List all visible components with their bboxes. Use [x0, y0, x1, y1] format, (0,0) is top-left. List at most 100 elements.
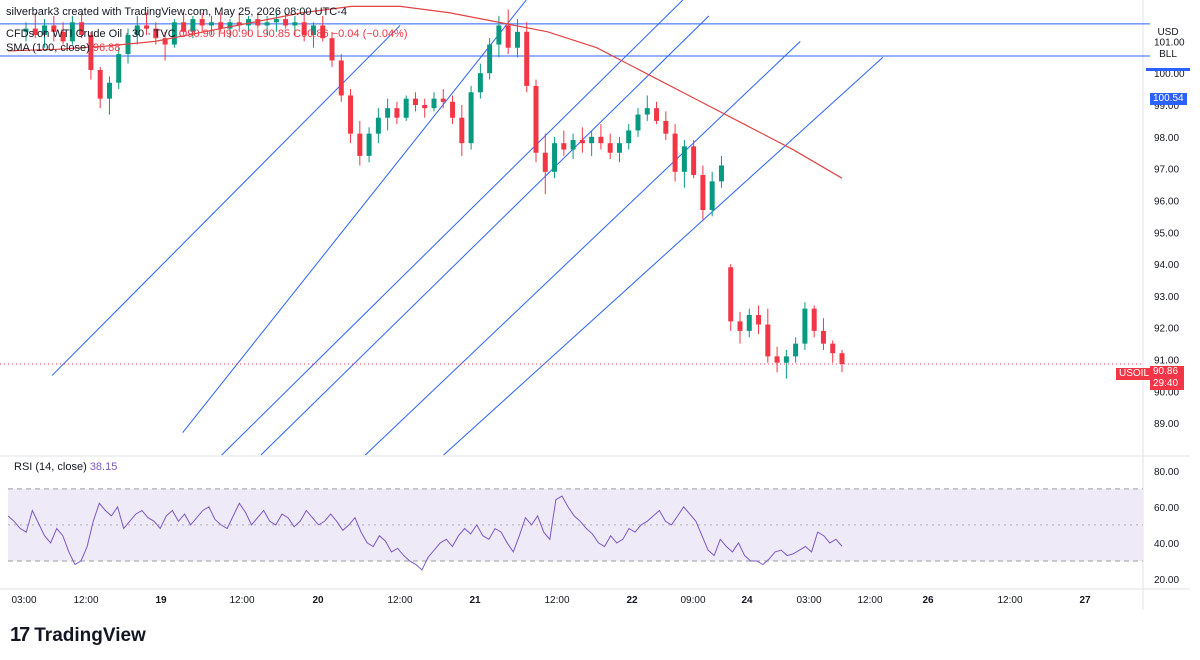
candle-body	[514, 31, 520, 48]
candle-body	[106, 82, 112, 99]
candle-body	[496, 25, 502, 45]
candle-body	[79, 22, 85, 35]
candle-body	[793, 343, 799, 357]
candle-body	[691, 146, 697, 175]
sma-legend[interactable]: SMA (100, close) 96.88	[6, 42, 120, 54]
candle-body	[552, 143, 558, 172]
time-tick-label: 12:00	[857, 595, 882, 606]
time-tick-label: 03:00	[11, 595, 36, 606]
currency-underline	[1146, 68, 1190, 71]
price-tick-label: 92.00	[1154, 324, 1179, 335]
candle-body	[218, 22, 224, 29]
candle-body	[505, 25, 511, 48]
trend-channel-line	[182, 0, 527, 434]
hline-price-tag: 100.54	[1150, 93, 1187, 105]
candle-body	[357, 133, 363, 156]
candle-body	[162, 38, 168, 45]
symbol-name: CFDs on WTI Crude Oil · 30 · TVC	[6, 28, 176, 40]
rsi-band	[8, 488, 1143, 561]
candle-body	[579, 140, 585, 144]
symbol-tag: USOIL	[1116, 368, 1153, 380]
candle-body	[69, 22, 75, 42]
trend-channel-line	[221, 0, 684, 456]
time-tick-label: 12:00	[229, 595, 254, 606]
last-price-tag: 90.86	[1150, 366, 1184, 378]
price-tick-label: 94.00	[1154, 260, 1179, 271]
candle-body	[644, 108, 650, 115]
time-tick-label: 12:00	[544, 595, 569, 606]
candle-body	[153, 28, 159, 39]
candle-body	[765, 324, 771, 357]
candle-body	[329, 38, 335, 61]
candle-body	[366, 133, 372, 156]
candle-body	[820, 330, 826, 344]
candle-body	[616, 143, 622, 153]
candle-body	[635, 114, 641, 131]
price-tick-label: 101.00	[1154, 37, 1185, 48]
rsi-label: RSI (14, close)	[14, 461, 87, 473]
rsi-tick-label: 60.00	[1154, 503, 1179, 514]
candle-body	[227, 22, 233, 29]
candle-body	[718, 165, 724, 182]
candle-body	[181, 22, 187, 32]
time-tick-label: 12:00	[73, 595, 98, 606]
candle-body	[440, 98, 446, 102]
trend-channel-line	[364, 41, 801, 456]
candle-body	[431, 98, 437, 109]
candle-body	[783, 356, 789, 363]
candle-body	[663, 120, 669, 134]
tradingview-logo-text: TradingView	[34, 624, 146, 646]
candle-body	[830, 343, 836, 354]
candle-body	[802, 308, 808, 344]
candle-body	[589, 136, 595, 144]
price-tick-label: 89.00	[1154, 419, 1179, 430]
price-tick-label: 93.00	[1154, 292, 1179, 303]
candle-body	[756, 315, 762, 325]
candle-body	[348, 95, 354, 134]
candle-body	[709, 181, 715, 210]
time-tick-label: 03:00	[796, 595, 821, 606]
candle-body	[412, 98, 418, 105]
time-tick-label: 27	[1079, 595, 1091, 606]
rsi-tick-label: 20.00	[1154, 575, 1179, 586]
rsi-tick-label: 40.00	[1154, 539, 1179, 550]
candle-body	[450, 101, 456, 118]
candle-body	[385, 108, 391, 118]
tradingview-logo[interactable]: 17 TradingView	[10, 624, 146, 647]
price-tick-label: 96.00	[1154, 196, 1179, 207]
currency-selector[interactable]: USD BLL	[1146, 22, 1190, 74]
candle-body	[310, 25, 316, 35]
candle-body	[301, 22, 307, 35]
ohlc-values: O90.90 H90.90 L90.85 C90.86 −0.04 (−0.04…	[178, 28, 408, 40]
candle-body	[23, 28, 29, 32]
candle-body	[171, 22, 177, 45]
rsi-tick-label: 80.00	[1154, 467, 1179, 478]
candle-body	[116, 54, 122, 83]
candle-body	[134, 25, 140, 35]
rsi-value: 38.15	[89, 461, 118, 473]
candle-body	[236, 22, 242, 26]
candle-body	[811, 308, 817, 331]
candle-body	[320, 25, 326, 39]
candle-body	[737, 321, 743, 331]
candle-body	[607, 143, 613, 153]
candle-body	[255, 19, 261, 26]
candle-body	[51, 25, 57, 32]
attribution-text: silverbark3 created with TradingView.com…	[6, 6, 347, 18]
candle-body	[533, 85, 539, 153]
time-tick-label: 12:00	[997, 595, 1022, 606]
price-tick-label: 98.00	[1154, 133, 1179, 144]
candle-body	[561, 143, 567, 150]
rsi-legend[interactable]: RSI (14, close) 38.15	[14, 461, 117, 473]
candle-body	[746, 315, 752, 331]
candle-body	[60, 31, 66, 42]
time-tick-label: 22	[626, 595, 638, 606]
candle-body	[375, 117, 381, 134]
symbol-legend[interactable]: CFDs on WTI Crude Oil · 30 · TVC O90.90 …	[6, 28, 408, 40]
candle-body	[654, 108, 660, 121]
sma-label: SMA (100, close)	[6, 42, 90, 54]
countdown-tag: 29:40	[1150, 378, 1184, 390]
price-tick-label: 100.00	[1154, 69, 1185, 80]
price-tick-label: 95.00	[1154, 228, 1179, 239]
